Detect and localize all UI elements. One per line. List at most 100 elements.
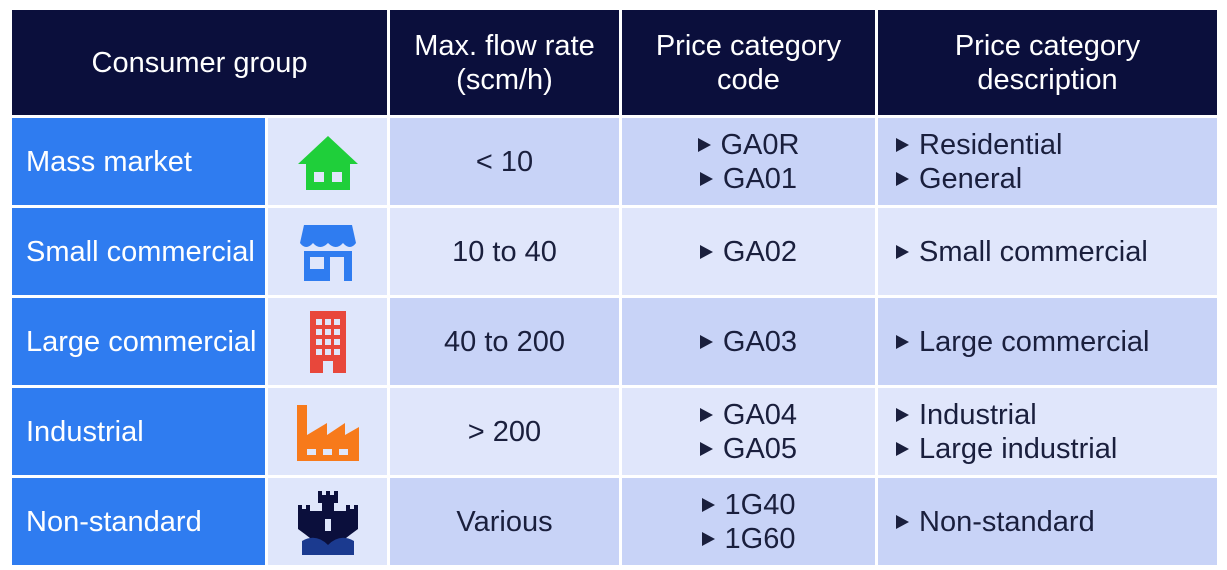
- icon-cell: [268, 478, 390, 568]
- icon: [297, 490, 358, 555]
- text: GA02: [722, 235, 798, 268]
- description-item: Large commercial: [896, 325, 1217, 359]
- icon-cell: [268, 298, 390, 388]
- header-text: Price category code: [632, 29, 865, 97]
- code-cell: 1G40 1G60: [622, 478, 878, 568]
- flow-cell: > 200: [390, 388, 622, 478]
- text: Large industrial: [919, 432, 1118, 465]
- text: General: [919, 162, 1023, 195]
- text: 40 to 200: [444, 325, 565, 358]
- header-cell: Consumer group: [12, 10, 390, 118]
- bullet: [699, 334, 713, 349]
- icon: [299, 224, 356, 281]
- description-cell: Non-standard: [878, 478, 1220, 568]
- text: Consumer group: [91, 46, 308, 79]
- description-cell: Industrial Large industrial: [878, 388, 1220, 478]
- header-text: Price category description: [888, 29, 1207, 97]
- bullet: [896, 514, 909, 529]
- code-cell: GA02: [622, 208, 878, 298]
- code-item: GA05: [699, 432, 798, 466]
- group-cell: Small commercial: [12, 208, 268, 298]
- description-item: Non-standard: [896, 505, 1217, 539]
- bullet: [701, 531, 715, 546]
- group-cell: Mass market: [12, 118, 268, 208]
- description-item: Industrial: [896, 398, 1217, 432]
- text: Non-standard: [26, 505, 202, 538]
- bullet: [896, 407, 909, 422]
- bullet: [699, 441, 713, 456]
- group-cell: Non-standard: [12, 478, 268, 568]
- text: Various: [456, 505, 553, 538]
- description-cell: Small commercial: [878, 208, 1220, 298]
- flow-text: > 200: [468, 415, 541, 449]
- flow-text: 40 to 200: [444, 325, 565, 359]
- text: Residential: [919, 128, 1063, 161]
- text: Industrial: [919, 398, 1037, 431]
- group-text: Large commercial: [26, 325, 265, 359]
- code-cell: GA0R GA01: [622, 118, 878, 208]
- flow-cell: 10 to 40: [390, 208, 622, 298]
- text: Small commercial: [919, 235, 1148, 268]
- bullet: [699, 407, 713, 422]
- text: Non-standard: [919, 505, 1095, 538]
- code-cell: GA03: [622, 298, 878, 388]
- bullet: [896, 137, 909, 152]
- flow-cell: Various: [390, 478, 622, 568]
- code-item: GA01: [699, 162, 798, 196]
- group-cell: Industrial: [12, 388, 268, 478]
- bullet: [699, 244, 713, 259]
- text: 1G60: [724, 522, 796, 555]
- bullet: [896, 441, 909, 456]
- code-item: GA02: [699, 235, 798, 269]
- code-item: 1G40: [701, 488, 796, 522]
- description-item: Large industrial: [896, 432, 1217, 466]
- description-cell: Residential General: [878, 118, 1220, 208]
- code-item: GA04: [699, 398, 797, 432]
- bullet: [896, 171, 909, 186]
- icon-cell: [268, 118, 390, 208]
- text: GA03: [722, 325, 798, 358]
- group-text: Mass market: [26, 145, 265, 179]
- icon: [309, 310, 346, 373]
- header-text: Max. flow rate (scm/h): [400, 29, 609, 97]
- group-cell: Large commercial: [12, 298, 268, 388]
- icon-cell: [268, 208, 390, 298]
- description-item: Residential: [896, 128, 1217, 162]
- group-text: Non-standard: [26, 505, 265, 539]
- text: Small commercial: [26, 235, 255, 268]
- flow-text: Various: [456, 505, 552, 539]
- text: 1G40: [724, 488, 796, 521]
- bullet: [701, 497, 715, 512]
- header-cell: Max. flow rate (scm/h): [390, 10, 622, 118]
- flow-cell: < 10: [390, 118, 622, 208]
- code-item: GA0R: [697, 128, 799, 162]
- description-item: General: [896, 162, 1217, 196]
- text: Max. flow rate (scm/h): [414, 29, 595, 96]
- icon-cell: [268, 388, 390, 478]
- text: Industrial: [26, 415, 144, 448]
- text: Mass market: [26, 145, 192, 178]
- code-item: GA03: [699, 325, 798, 359]
- code-item: 1G60: [701, 522, 796, 556]
- text: GA05: [722, 432, 798, 465]
- flow-text: < 10: [476, 145, 533, 179]
- code-cell: GA04 GA05: [622, 388, 878, 478]
- header-cell: Price category code: [622, 10, 878, 118]
- text: 10 to 40: [452, 235, 557, 268]
- flow-text: 10 to 40: [452, 235, 557, 269]
- text: Price category description: [954, 29, 1141, 96]
- text: Large commercial: [919, 325, 1150, 358]
- bullet: [697, 137, 711, 152]
- flow-cell: 40 to 200: [390, 298, 622, 388]
- icon: [297, 135, 358, 190]
- text: > 200: [467, 415, 542, 448]
- text: Large commercial: [26, 325, 257, 358]
- group-text: Industrial: [26, 415, 265, 449]
- group-text: Small commercial: [26, 235, 265, 269]
- header-text: Consumer group: [92, 46, 308, 80]
- bullet: [896, 334, 909, 349]
- description-cell: Large commercial: [878, 298, 1220, 388]
- text: Price category code: [655, 29, 842, 96]
- bullet: [896, 244, 909, 259]
- text: GA01: [722, 162, 798, 195]
